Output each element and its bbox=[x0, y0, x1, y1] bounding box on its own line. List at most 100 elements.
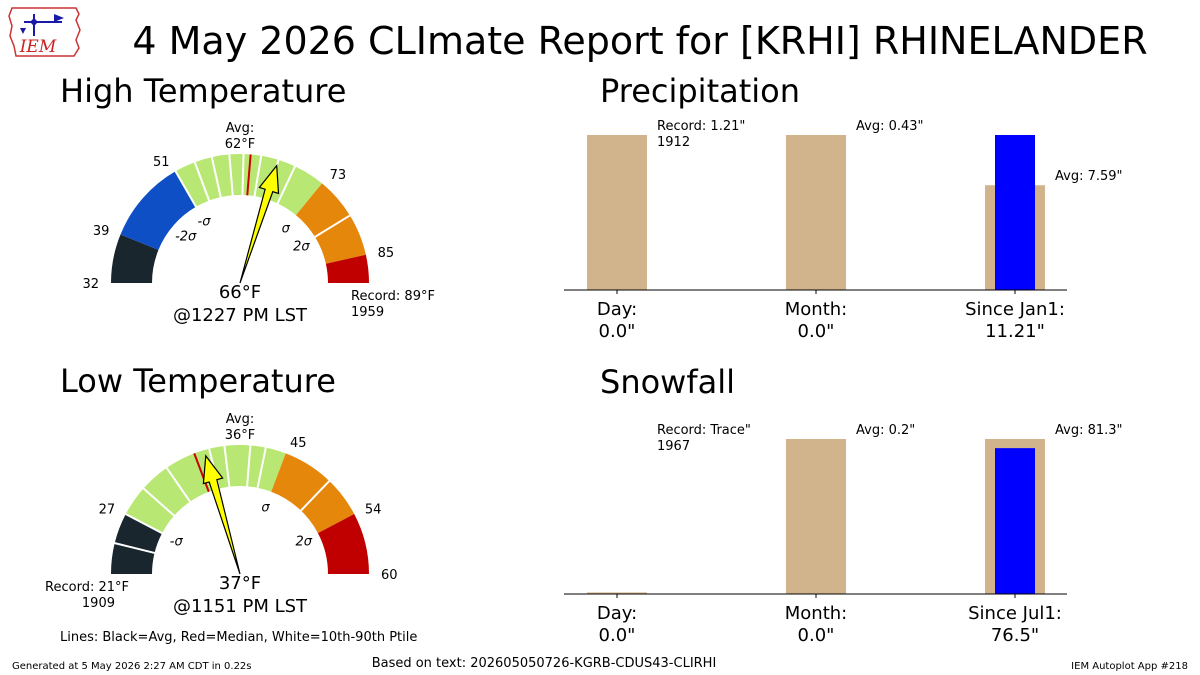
gauge-band bbox=[271, 453, 355, 534]
percentile-line bbox=[276, 165, 297, 205]
percentile-line bbox=[246, 444, 252, 488]
percentile-line bbox=[165, 466, 192, 503]
observed-bar bbox=[995, 448, 1035, 594]
high-temp-gauge: 32 39 51 73 85 -2σ-σ σ2σ Avg:62°F 66°F@1227 PM L… bbox=[82, 121, 435, 326]
gauge-sigma-label: 2σ bbox=[295, 535, 312, 550]
generated-note: Generated at 5 May 2026 2:27 AM CDT in 0… bbox=[12, 661, 252, 672]
percentile-line bbox=[124, 512, 164, 535]
percentile-line bbox=[193, 160, 211, 202]
percentile-line bbox=[299, 479, 331, 512]
gauge-tick-label: 51 bbox=[153, 155, 170, 170]
category-value: 0.0" bbox=[798, 625, 835, 646]
bar-annotation: Avg: 81.3" bbox=[1055, 423, 1123, 438]
gauge-record-year: 1959 bbox=[351, 305, 384, 320]
gauge-tick-label: 73 bbox=[330, 168, 347, 183]
bar-annotation: Avg: 7.59" bbox=[1055, 169, 1123, 184]
gauge-avg-value: 36°F bbox=[225, 428, 256, 443]
category-label: Since Jan1: bbox=[965, 299, 1065, 320]
bar-annotation: Avg: 0.2" bbox=[856, 423, 915, 438]
category-label: Month: bbox=[785, 603, 847, 624]
logo-cup-icon bbox=[20, 28, 26, 34]
logo-text: IEM bbox=[19, 37, 57, 57]
gauge-band bbox=[111, 514, 163, 574]
category-value: 0.0" bbox=[599, 321, 636, 342]
bar-annotation-sub: 1912 bbox=[657, 135, 690, 150]
logo-sensor-icon bbox=[31, 19, 37, 25]
category-label: Month: bbox=[785, 299, 847, 320]
gauge-needle bbox=[202, 454, 241, 575]
percentile-line bbox=[223, 444, 231, 488]
category-label: Day: bbox=[597, 603, 637, 624]
avg-bar bbox=[587, 592, 647, 594]
gauge-band bbox=[325, 254, 369, 283]
gauge-tick-label: 39 bbox=[93, 224, 110, 239]
category-value: 0.0" bbox=[599, 625, 636, 646]
gauge-tick-label: 45 bbox=[290, 436, 307, 451]
gauge-tick-label: 54 bbox=[365, 502, 382, 517]
gauge-observed-value: 66°F bbox=[219, 282, 261, 303]
gauge-sigma-label: σ bbox=[261, 501, 270, 516]
gauge-band bbox=[295, 183, 366, 264]
avg-bar bbox=[786, 439, 846, 594]
gauge-avg-label: Avg: bbox=[226, 412, 254, 427]
gauge-sigma-label: 2σ bbox=[293, 239, 310, 254]
percentile-line bbox=[210, 155, 222, 199]
gauge-sigma-label: -σ bbox=[170, 535, 184, 550]
precip-title: Precipitation bbox=[600, 72, 800, 110]
percentile-line bbox=[256, 446, 267, 489]
category-label: Day: bbox=[597, 299, 637, 320]
high-temp-title: High Temperature bbox=[60, 72, 346, 110]
gauge-record-label: Record: 21°F bbox=[45, 580, 129, 595]
avg-bar bbox=[786, 135, 846, 290]
gauge-tick-label: 60 bbox=[381, 568, 398, 583]
gauge-band bbox=[125, 445, 286, 534]
category-value: 11.21" bbox=[985, 321, 1045, 342]
iem-logo: IEM bbox=[8, 7, 81, 57]
median-line bbox=[193, 453, 210, 493]
gauge-record-label: Record: 89°F bbox=[351, 289, 435, 304]
gauge-band bbox=[120, 171, 196, 250]
iowa-state-logo bbox=[8, 7, 81, 57]
avg-bar bbox=[587, 135, 647, 290]
gauge-band bbox=[111, 234, 159, 283]
snowfall-title: Snowfall bbox=[600, 363, 735, 401]
gauge-observed-value: 37°F bbox=[219, 573, 261, 594]
gauge-needle bbox=[239, 164, 280, 284]
median-line bbox=[246, 154, 252, 196]
gauge-avg-value: 62°F bbox=[225, 137, 256, 152]
percentile-line bbox=[142, 487, 176, 518]
gauge-sigma-label: -2σ bbox=[175, 230, 197, 245]
page-title: 4 May 2026 CLImate Report for [KRHI] RHI… bbox=[132, 19, 1147, 63]
gauge-tick-label: 32 bbox=[82, 277, 99, 292]
gauge-record-year: 1909 bbox=[82, 596, 115, 611]
bar-annotation-sub: 1967 bbox=[657, 439, 690, 454]
low-temp-title: Low Temperature bbox=[60, 362, 336, 400]
category-value: 76.5" bbox=[991, 625, 1039, 646]
gauge-avg-label: Avg: bbox=[226, 121, 254, 136]
gauge-tick-label: 85 bbox=[378, 246, 395, 261]
category-label: Since Jul1: bbox=[968, 603, 1062, 624]
bar-annotation: Avg: 0.43" bbox=[856, 119, 924, 134]
percentile-line bbox=[253, 154, 263, 198]
gauge-tick-label: 27 bbox=[99, 502, 116, 517]
app-note: IEM Autoplot App #218 bbox=[1071, 661, 1188, 672]
bar-annotation: Record: 1.21" bbox=[657, 119, 745, 134]
gauge-sigma-label: -σ bbox=[198, 215, 212, 230]
low-temp-gauge: 27 45 54 60 -σ σ 2σ Avg:36°F 37°F@1151 PM LST Rec… bbox=[45, 412, 398, 617]
based-on-note: Based on text: 202605050726-KGRB-CDUS43-… bbox=[372, 656, 717, 671]
percentile-line bbox=[174, 169, 198, 209]
snowfall-bar-chart: Day:0.0"Month:0.0"Since Jul1:76.5"Record… bbox=[564, 423, 1123, 646]
precip-bar-chart: Day:0.0"Month:0.0"Since Jan1:11.21"Recor… bbox=[564, 119, 1123, 342]
category-value: 0.0" bbox=[798, 321, 835, 342]
gauge-observed-time: @1227 PM LST bbox=[173, 305, 308, 326]
percentile-line bbox=[241, 153, 245, 197]
bar-annotation: Record: Trace" bbox=[657, 423, 751, 438]
gauge-band bbox=[317, 514, 369, 574]
percentile-line bbox=[313, 214, 352, 239]
percentile-line bbox=[228, 153, 234, 197]
gauge-sigma-label: σ bbox=[282, 221, 291, 236]
observed-bar bbox=[995, 135, 1035, 290]
lines-legend-note: Lines: Black=Avg, Red=Median, White=10th… bbox=[60, 630, 417, 645]
percentile-line bbox=[113, 541, 156, 555]
